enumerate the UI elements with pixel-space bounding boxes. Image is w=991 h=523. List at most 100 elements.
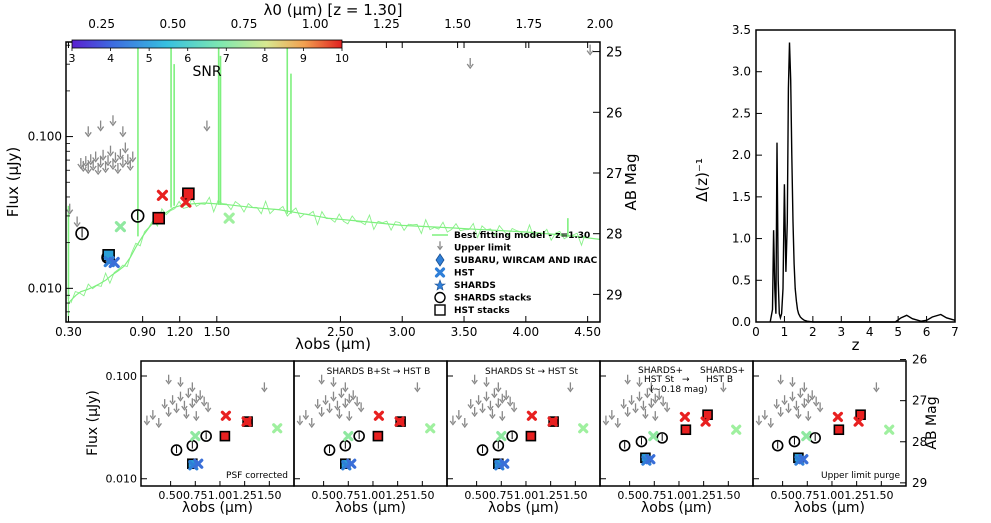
panel-x-tick-label: 1.25 <box>691 489 716 502</box>
hst-point <box>180 196 192 208</box>
upper-limit-arrowhead <box>161 404 168 410</box>
shards-stack <box>771 439 784 452</box>
upper-limit-arrowhead <box>204 407 212 413</box>
shards-stack <box>506 430 518 442</box>
pz-y-tick-label: 3.5 <box>732 23 751 37</box>
hst-point <box>578 423 589 434</box>
hst-point <box>648 431 659 442</box>
hst-point <box>526 410 537 421</box>
panel-right-axis-label: AB Mag <box>924 396 940 449</box>
upper-limit-arrowhead <box>143 420 151 426</box>
upper-limit-arrowhead <box>177 382 184 388</box>
panel-annotation: SHARDS B+St → HST B <box>327 367 431 377</box>
pz-x-tick-label: 7 <box>951 325 959 339</box>
panel-x-tick-label: 0.50 <box>311 489 336 502</box>
legend-star-icon <box>434 279 446 291</box>
upper-limit-arrowhead <box>149 415 157 421</box>
panel-y-tick-label: 0.100 <box>106 370 138 383</box>
colorbar-tick-label: 8 <box>261 52 268 65</box>
pz-y-tick-label: 0.5 <box>732 273 751 287</box>
panel-mag-tick-label: 29 <box>912 476 927 490</box>
panel-frame <box>752 360 907 487</box>
upper-limit-arrowhead <box>119 162 127 169</box>
upper-limit-arrowhead <box>499 398 506 404</box>
upper-limit-arrowhead <box>656 395 663 401</box>
legend-diamond-icon <box>435 253 445 267</box>
upper-limit-arrowhead <box>414 387 421 393</box>
upper-limit-arrowhead <box>165 379 172 385</box>
panel-mag-tick-label: 28 <box>912 435 927 449</box>
panel-x-tick-label: 1.00 <box>667 489 692 502</box>
hst-point <box>220 410 231 421</box>
upper-limit-arrowhead <box>330 382 337 388</box>
upper-limit-arrowhead <box>121 148 129 154</box>
upper-limit-arrowhead <box>608 415 616 421</box>
y-tick-label: 0.100 <box>28 130 62 144</box>
hst-point <box>343 431 354 442</box>
hst-point <box>193 458 204 469</box>
upper-limit-arrowhead <box>785 408 792 414</box>
upper-limit-arrowhead <box>812 401 820 407</box>
upper-limit-arrowhead <box>483 382 490 388</box>
main-plot: 0.30 0.90 1.20 1.50 2.50 3.00 3.50 4.00 4.50 0.25… <box>4 1 640 353</box>
hst-point <box>108 256 120 269</box>
hst-stack <box>525 430 537 442</box>
upper-limit-arrowhead <box>644 393 651 399</box>
upper-limit-arrowhead <box>84 131 92 138</box>
pz-x-tick-label: 6 <box>923 325 931 339</box>
upper-limit-arrowhead <box>338 393 345 399</box>
upper-limit-arrowhead <box>455 415 463 421</box>
upper-limit-arrowhead <box>318 379 325 385</box>
upper-limit-arrowhead <box>487 405 494 411</box>
pz-x-tick-label: 3 <box>837 325 845 339</box>
panel-y-tick-label: 0.010 <box>106 473 138 486</box>
top-tick-label: 1.50 <box>444 17 471 31</box>
upper-limit-arrowhead <box>97 126 105 132</box>
panel-frame <box>293 360 448 487</box>
upper-limit-arrowhead <box>346 416 353 422</box>
hst-point <box>832 411 843 422</box>
panel-x-tick-label: 0.75 <box>489 489 514 502</box>
mag-tick-label: 26 <box>606 106 623 121</box>
hst-point <box>496 431 507 442</box>
panel-x-tick-label: 1.25 <box>844 489 869 502</box>
bottom-panel-1: 0.50 0.75 1.00 1.25 1.50 λobs (μm) 0.010 0.100 F… <box>85 360 295 516</box>
panel-annotation: (∼0.18 mag) <box>650 385 707 395</box>
top-tick-label: 0.25 <box>88 17 115 31</box>
upper-limit-arrowhead <box>342 387 349 393</box>
hst-point <box>645 454 656 465</box>
upper-limit-arrowhead <box>624 412 631 418</box>
upper-limit-arrowhead <box>495 387 502 393</box>
upper-limit-arrowhead <box>663 407 671 413</box>
bottom-panel-5: 0.50 0.75 1.00 1.25 1.50 λobs (μm) 26 27 28 29 AB … <box>752 353 940 516</box>
y-tick-label: 0.010 <box>28 281 62 295</box>
upper-limit-arrowhead <box>261 387 268 393</box>
upper-limit-arrowhead <box>489 414 496 420</box>
best-fit-model-noise <box>70 196 587 304</box>
upper-limit-arrowhead <box>652 416 659 422</box>
hst-point <box>731 424 742 435</box>
mag-tick-label: 25 <box>606 46 623 61</box>
panel-x-axis-label: λobs (μm) <box>335 500 406 516</box>
hst-point <box>434 267 446 278</box>
pz-frame <box>755 29 956 323</box>
upper-limit-arrowhead <box>346 398 353 404</box>
pz-x-tick-label: 2 <box>809 325 817 339</box>
pz-y-tick-label: 2.0 <box>732 148 751 162</box>
upper-limit-arrowhead <box>805 416 812 422</box>
upper-limit-arrowhead <box>193 398 200 404</box>
upper-limit-arrowhead <box>659 401 667 407</box>
panel-x-axis-label: λobs (μm) <box>794 500 865 516</box>
colorbar-tick-label: 7 <box>223 52 230 65</box>
upper-limit-arrowhead <box>189 403 196 409</box>
panel-x-tick-label: 1.50 <box>869 489 894 502</box>
upper-limit-arrowhead <box>102 167 110 174</box>
panel-annotation: HST St <box>644 375 675 385</box>
legend-entry: HST <box>454 269 475 279</box>
panel-x-tick-label: 1.00 <box>514 489 539 502</box>
upper-limit-arrowhead <box>642 414 649 420</box>
top-axis-title: λ0 (μm) [z = 1.30] <box>264 1 403 19</box>
upper-limit-arrowhead <box>648 403 655 409</box>
upper-limit-arrowhead <box>777 412 784 418</box>
